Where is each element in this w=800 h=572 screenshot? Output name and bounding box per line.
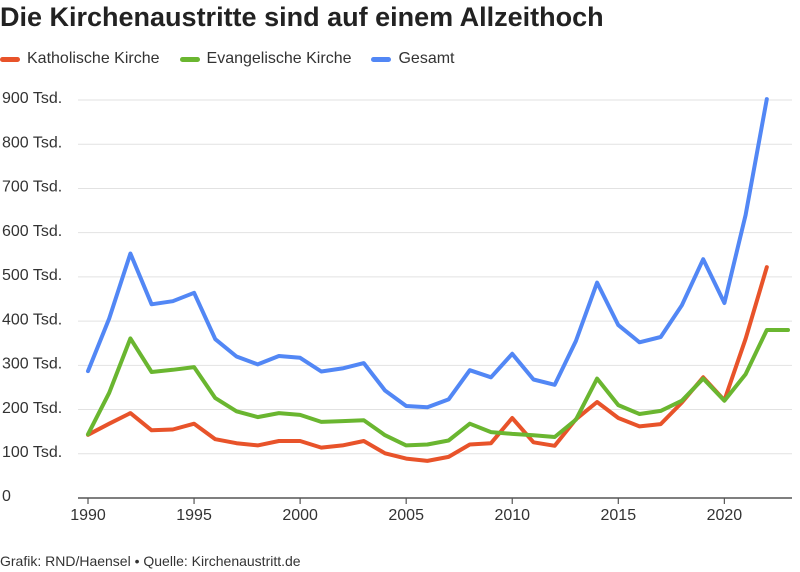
x-tick-label: 2015 (601, 507, 637, 524)
y-tick-label: 300 Tsd. (2, 356, 62, 373)
x-tick-label: 1990 (70, 507, 106, 524)
y-tick-label: 800 Tsd. (2, 134, 62, 151)
legend-swatch-katholisch (0, 56, 20, 62)
series-line-1 (86, 328, 790, 448)
y-tick-label: 900 Tsd. (2, 90, 62, 107)
x-tick-label: 2000 (282, 507, 318, 524)
x-tick-label: 2020 (707, 507, 743, 524)
series-line-2 (86, 97, 769, 410)
chart-footer: Grafik: RND/Haensel • Quelle: Kirchenaus… (0, 553, 301, 569)
y-tick-label: 100 Tsd. (2, 444, 62, 461)
x-tick-label: 2010 (494, 507, 530, 524)
legend-item-katholisch: Katholische Kirche (0, 50, 160, 68)
legend-swatch-gesamt (371, 56, 392, 62)
legend-item-gesamt: Gesamt (371, 50, 455, 68)
legend-label-katholisch: Katholische Kirche (27, 50, 160, 67)
chart-legend: Katholische Kirche Evangelische Kirche G… (0, 50, 455, 68)
y-tick-label: 400 Tsd. (2, 311, 62, 328)
y-tick-label: 700 Tsd. (2, 179, 62, 196)
chart-title: Die Kirchenaustritte sind auf einem Allz… (0, 2, 604, 32)
x-tick-label: 1995 (176, 507, 212, 524)
y-tick-label: 600 Tsd. (2, 223, 62, 240)
x-tick-label: 2005 (388, 507, 424, 524)
y-tick-label: 500 Tsd. (2, 267, 62, 284)
y-tick-label: 200 Tsd. (2, 400, 62, 417)
series-line-0 (86, 265, 769, 463)
legend-item-evangelisch: Evangelische Kirche (179, 50, 352, 68)
legend-label-gesamt: Gesamt (398, 50, 455, 67)
legend-swatch-evangelisch (179, 56, 200, 62)
legend-label-evangelisch: Evangelische Kirche (206, 50, 352, 67)
y-tick-label: 0 (2, 488, 11, 505)
